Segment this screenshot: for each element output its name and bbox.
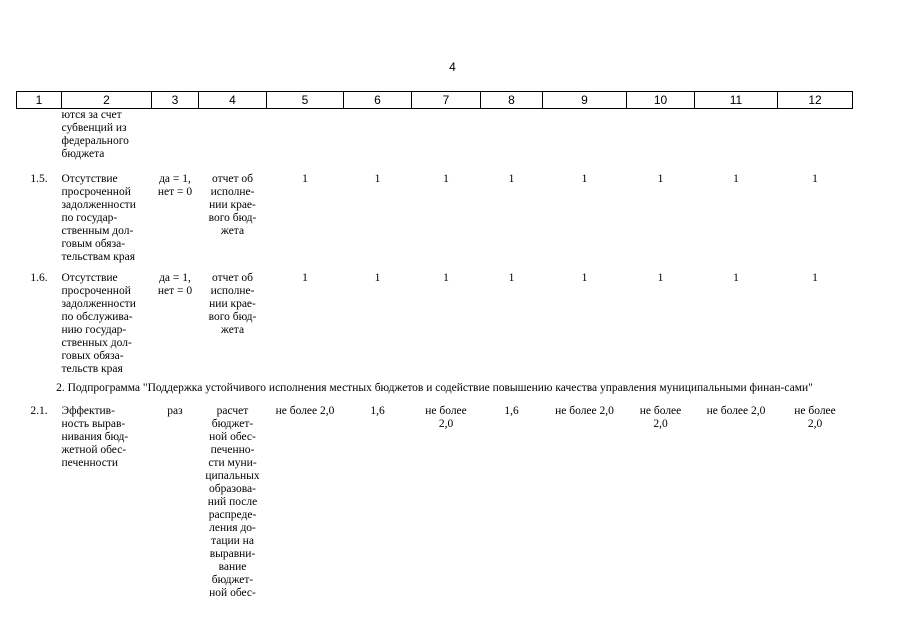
table-row: 2.1. Эффектив- ность вырав- нивания бюд-…: [17, 401, 853, 600]
value-cell: 1: [581, 272, 588, 284]
value-cell: не более 2,0: [275, 405, 335, 417]
column-header: 6: [343, 91, 412, 109]
indicator-name: Эффектив- ность вырав- нивания бюд- жетн…: [61, 405, 129, 469]
unit-of-measure: раз: [167, 405, 183, 417]
column-header: 10: [626, 91, 695, 109]
column-header: 4: [198, 91, 267, 109]
indicator-name: ются за счет субвенций из федерального б…: [61, 109, 129, 160]
column-header: 12: [777, 91, 853, 109]
column-header: 9: [542, 91, 627, 109]
row-number: 2.1.: [30, 405, 48, 417]
column-header: 7: [411, 91, 481, 109]
column-number-header-row: 1 2 3 4 5 6 7 8 9 10 11 12: [16, 91, 853, 109]
value-cell: 1: [733, 173, 739, 185]
value-cell: не более 2,0: [555, 405, 614, 417]
value-cell: 1: [374, 173, 381, 185]
value-cell: 1: [374, 272, 381, 284]
indicators-table: 1 2 3 4 5 6 7 8 9 10 11 12 ются за счет …: [16, 91, 853, 600]
value-cell: 1: [812, 173, 818, 185]
table-row: 1.5. Отсутствие просроченной задолженнос…: [17, 161, 853, 264]
value-cell: 1: [733, 272, 739, 284]
value-cell: 1: [443, 272, 449, 284]
value-cell: 1: [812, 272, 818, 284]
value-cell: 1,6: [370, 405, 385, 417]
value-cell: 1: [508, 272, 515, 284]
value-cell: 1: [302, 272, 308, 284]
information-source: расчет бюджет- ной обес- печенно- сти му…: [205, 405, 260, 599]
column-header: 5: [266, 91, 344, 109]
information-source: отчет об исполне- нии крае- вого бюд- же…: [208, 272, 257, 336]
continuation-row: ются за счет субвенций из федерального б…: [17, 109, 853, 162]
value-cell: 1: [508, 173, 515, 185]
value-cell: 1: [657, 173, 664, 185]
value-cell: 1: [657, 272, 664, 284]
value-cell: 1,6: [504, 405, 519, 417]
unit-of-measure: да = 1, нет = 0: [157, 272, 193, 297]
column-header: 1: [16, 91, 62, 109]
indicator-name: Отсутствие просроченной задолженности по…: [61, 173, 136, 263]
value-cell: 1: [443, 173, 449, 185]
column-header: 11: [694, 91, 778, 109]
value-cell: не более 2,0: [639, 405, 682, 430]
page-number: 4: [449, 60, 456, 74]
table-row: 1.6. Отсутствие просроченной задолженнос…: [17, 264, 853, 376]
row-number: 1.5.: [30, 173, 48, 185]
column-header: 3: [151, 91, 199, 109]
unit-of-measure: да = 1, нет = 0: [157, 173, 193, 198]
row-number: 1.6.: [30, 272, 48, 284]
value-cell: 1: [302, 173, 308, 185]
column-header: 2: [61, 91, 152, 109]
value-cell: не более 2,0: [794, 405, 836, 430]
value-cell: не более 2,0: [706, 405, 766, 417]
value-cell: 1: [581, 173, 588, 185]
column-header: 8: [480, 91, 543, 109]
value-cell: не более 2,0: [425, 405, 467, 430]
subprogram-title: 2. Подпрограмма "Поддержка устойчивого и…: [56, 382, 813, 394]
indicator-name: Отсутствие просроченной задолженности по…: [61, 272, 136, 375]
subprogram-section-row: 2. Подпрограмма "Поддержка устойчивого и…: [17, 376, 853, 401]
information-source: отчет об исполне- нии крае- вого бюд- же…: [208, 173, 257, 237]
